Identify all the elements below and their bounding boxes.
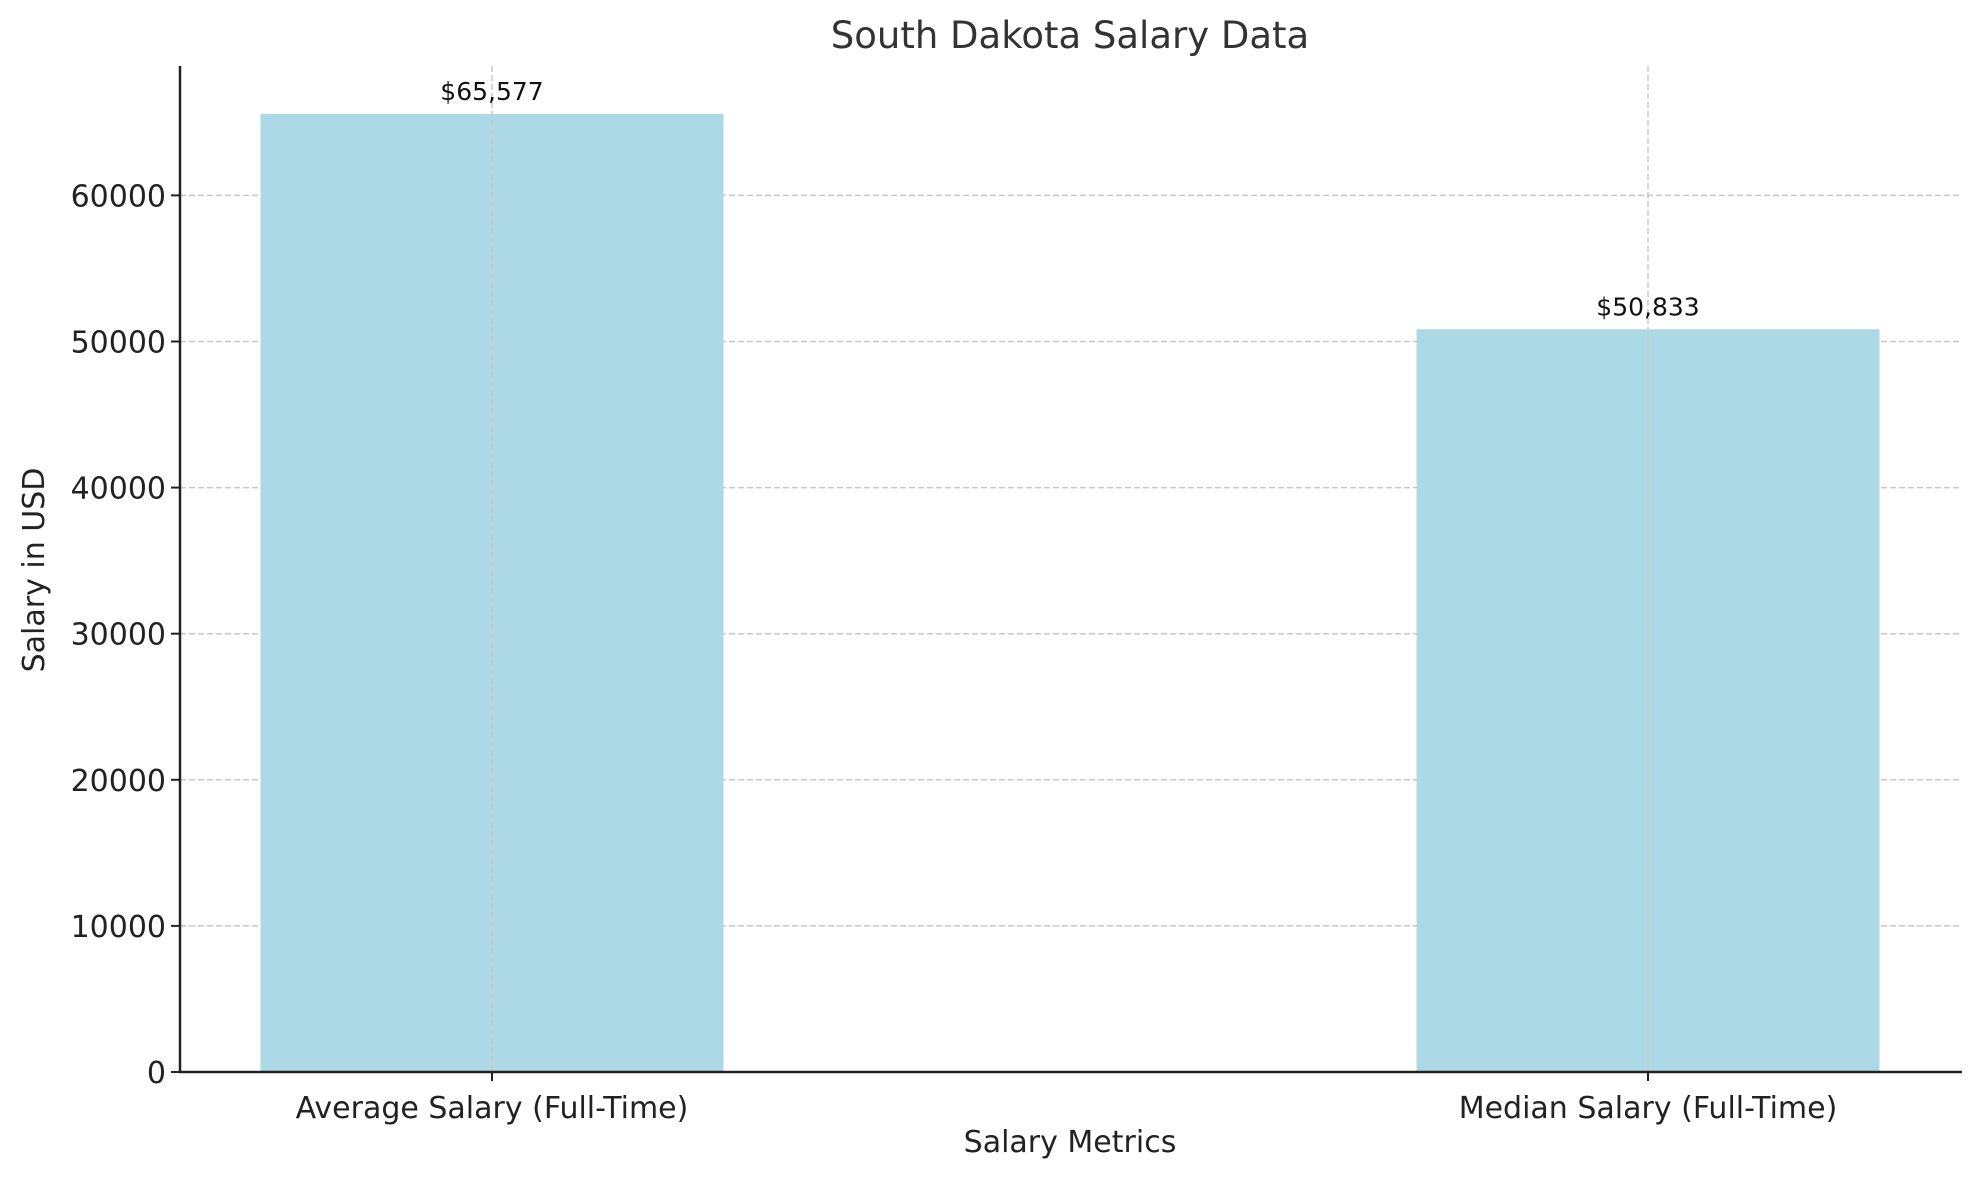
y-tick-label: 0 (147, 1056, 166, 1091)
data-labels: $65,577 $50,833 (440, 77, 1699, 321)
x-tick-label: Median Salary (Full-Time) (1459, 1091, 1838, 1126)
y-tick-label: 30000 (71, 618, 166, 653)
y-axis-ticks: 0 10000 20000 30000 40000 50000 60000 (71, 179, 180, 1091)
chart-title: South Dakota Salary Data (831, 14, 1309, 57)
vertical-gridlines (491, 66, 1649, 1072)
y-tick-label: 20000 (71, 764, 166, 799)
y-tick-label: 50000 (71, 325, 166, 360)
y-tick-label: 40000 (71, 472, 166, 507)
x-tick-label: Average Salary (Full-Time) (296, 1091, 689, 1126)
bar-value-label: $65,577 (440, 77, 543, 106)
x-axis-label: Salary Metrics (964, 1125, 1177, 1160)
bar-value-label: $50,833 (1596, 292, 1699, 321)
x-axis-ticks: Average Salary (Full-Time) Median Salary … (296, 1072, 1838, 1126)
bars (260, 113, 1880, 1072)
y-axis-label: Salary in USD (17, 468, 52, 673)
y-tick-label: 60000 (71, 179, 166, 214)
y-tick-label: 10000 (71, 910, 166, 945)
